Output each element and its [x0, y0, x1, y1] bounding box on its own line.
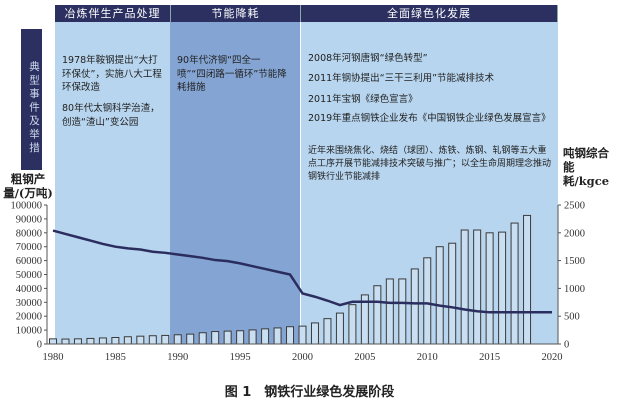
- left-tick-label: 90000: [16, 214, 42, 225]
- left-tick-label: 0: [37, 340, 42, 351]
- left-tick-label: 70000: [16, 242, 42, 253]
- left-tick-label: 60000: [16, 256, 42, 267]
- right-tick-label: 2500: [564, 201, 585, 212]
- x-tick-label: 1990: [167, 352, 188, 363]
- bar: [398, 278, 407, 345]
- stage-header-1: 冶炼伴生产品处理: [55, 5, 171, 22]
- bar: [460, 229, 469, 345]
- bar: [323, 318, 332, 345]
- bar: [223, 330, 232, 345]
- x-tick-label: 2015: [479, 352, 500, 363]
- bar: [61, 338, 70, 345]
- x-tick-label: 2000: [292, 352, 313, 363]
- bar: [473, 229, 482, 345]
- event-text: 1978年鞍钢提出“大打环保仗”，实施八大工程环保改造: [62, 55, 162, 93]
- bar: [410, 268, 419, 345]
- x-tick-label: 1985: [105, 352, 126, 363]
- left-tick-label: 80000: [16, 228, 42, 239]
- left-tick-label: 40000: [16, 284, 42, 295]
- right-tick-label: 500: [564, 312, 580, 323]
- x-tick-label: 2005: [354, 352, 375, 363]
- bar: [261, 328, 270, 345]
- bar: [248, 329, 257, 345]
- bar: [310, 322, 319, 345]
- left-tick-label: 30000: [16, 298, 42, 309]
- right-axis-label: 吨钢综合能耗/kgce: [563, 146, 610, 188]
- bar: [161, 334, 170, 345]
- stage-panel-1: [55, 22, 170, 344]
- bar: [485, 232, 494, 345]
- bar: [373, 285, 382, 345]
- bar: [385, 278, 394, 345]
- bar: [136, 335, 145, 345]
- bar: [448, 242, 457, 345]
- bar: [148, 335, 157, 345]
- right-tick-label: 2000: [564, 228, 585, 239]
- bar: [498, 231, 507, 345]
- bar: [348, 304, 357, 345]
- right-tick-label: 1000: [564, 284, 585, 295]
- figure-caption: 图 1 钢铁行业绿色发展阶段: [224, 385, 395, 400]
- bar: [98, 337, 107, 345]
- bar: [123, 336, 132, 345]
- event-text: 2019年重点钢铁企业发布《中国钢铁企业绿色发展宣言》: [308, 113, 551, 124]
- left-tick-label: 20000: [16, 312, 42, 323]
- stage-header-2: 节能降耗: [171, 5, 301, 22]
- bar: [73, 338, 82, 345]
- x-tick-label: 2020: [542, 352, 563, 363]
- x-tick-label: 1995: [230, 352, 251, 363]
- event-text: 2008年河钢唐钢“绿色转型”: [308, 53, 428, 64]
- bar: [286, 326, 295, 345]
- bar: [86, 337, 95, 345]
- x-tick-label: 1980: [43, 352, 64, 363]
- bar: [186, 333, 195, 345]
- bar: [435, 246, 444, 345]
- bar: [523, 214, 532, 345]
- bar: [111, 336, 120, 345]
- bar: [198, 332, 207, 345]
- right-tick-label: 0: [564, 340, 569, 351]
- event-text: 80年代太钢科学治渣，创造“渣山”变公园: [62, 103, 160, 128]
- stage-panel-2: [170, 22, 300, 344]
- left-axis-label: 粗钢产量/(万吨): [3, 172, 53, 200]
- side-label: 典型事件及举措: [21, 29, 42, 170]
- right-tick-label: 1500: [564, 256, 585, 267]
- bar: [423, 257, 432, 345]
- event-text: 90年代济钢“四全一喷”“四闭路一循环”节能降耗措施: [177, 55, 287, 93]
- bar: [211, 331, 220, 345]
- bar: [335, 312, 344, 345]
- left-tick-label: 10000: [16, 326, 42, 337]
- event-text: 2011年宝钢《绿色宣言》: [308, 94, 418, 105]
- bar: [298, 325, 307, 345]
- bar: [273, 327, 282, 345]
- left-tick-label: 100000: [11, 201, 43, 212]
- bar: [49, 338, 57, 345]
- x-tick-label: 2010: [417, 352, 438, 363]
- bar: [173, 334, 182, 345]
- energy-line: [52, 229, 552, 314]
- stage-header-3: 全面绿色化发展: [301, 5, 558, 22]
- left-tick-label: 50000: [16, 270, 42, 281]
- event-text: 2011年钢协提出“三干三利用”节能减排技术: [308, 73, 495, 84]
- event-text: 近年来围绕焦化、烧结（球团）、炼铁、炼钢、轧钢等五大重点工序开展节能减排技术突破…: [308, 146, 552, 182]
- bar: [510, 222, 519, 345]
- bar: [236, 330, 245, 345]
